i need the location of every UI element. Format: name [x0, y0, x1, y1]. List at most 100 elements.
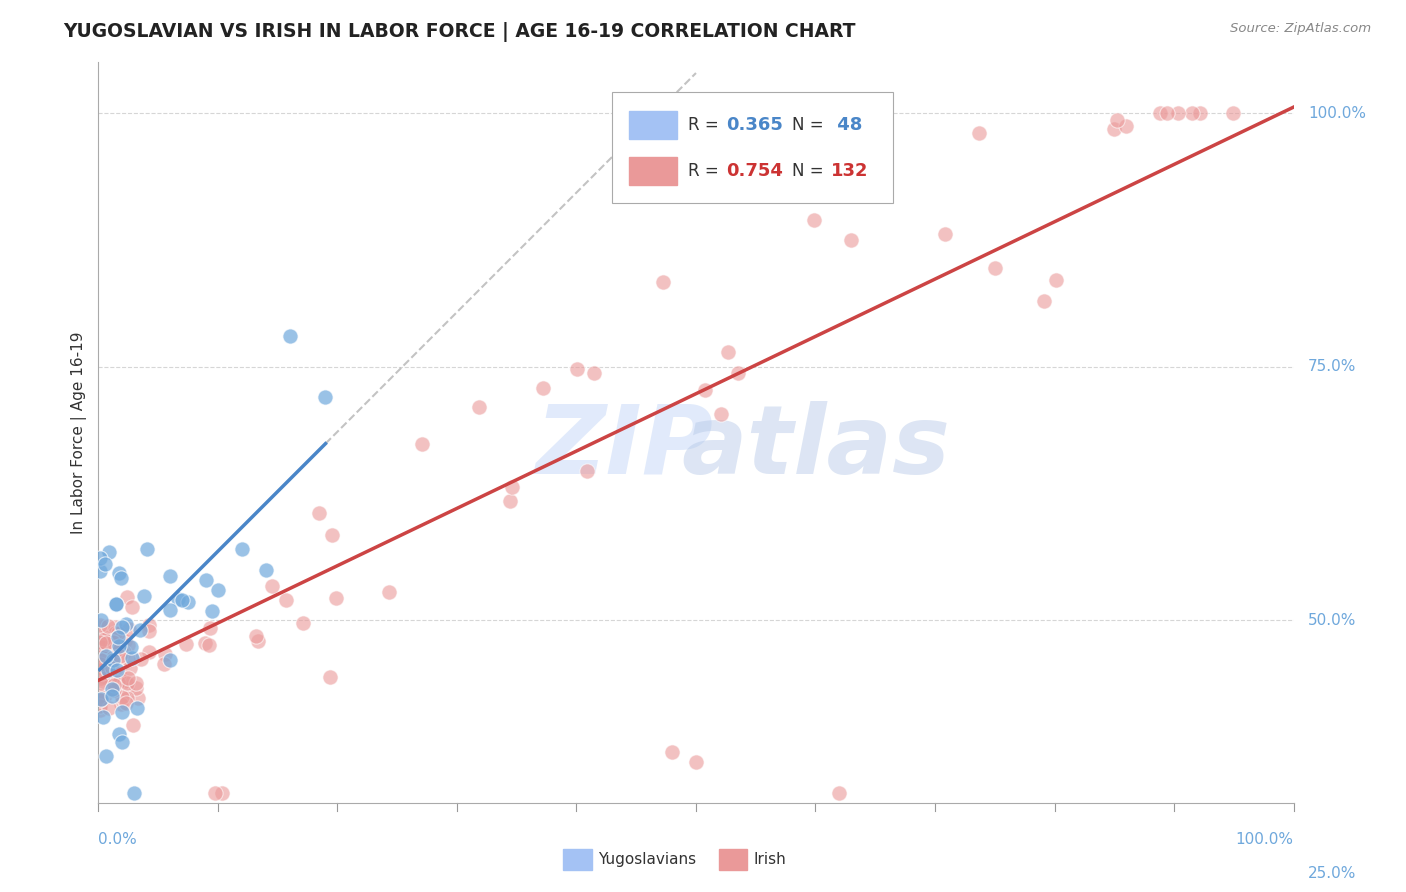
Point [96, 648, 118, 663]
Text: Irish: Irish [754, 853, 786, 867]
Point [117, 671, 139, 685]
Point [125, 701, 148, 715]
Point [97, 665, 120, 679]
Y-axis label: In Labor Force | Age 16-19: In Labor Force | Age 16-19 [72, 331, 87, 534]
Point [90, 692, 112, 706]
Point [94, 636, 117, 650]
Point [565, 362, 588, 376]
Point [97, 544, 120, 558]
Point [121, 600, 143, 615]
Point [967, 126, 990, 140]
Text: N =: N = [792, 162, 828, 180]
Point [94, 749, 117, 764]
Point [93, 632, 115, 647]
Point [115, 682, 138, 697]
FancyBboxPatch shape [718, 849, 748, 871]
Point [93, 669, 115, 683]
Point [315, 390, 337, 404]
Point [292, 615, 315, 630]
Point [100, 683, 122, 698]
Point [89, 703, 111, 717]
Point [98, 670, 121, 684]
Point [100, 660, 122, 674]
Point [107, 630, 129, 644]
Point [108, 649, 131, 664]
Point [499, 494, 522, 508]
Point [828, 786, 851, 800]
Point [378, 584, 401, 599]
Point [124, 786, 146, 800]
Point [197, 638, 219, 652]
Text: 0.365: 0.365 [725, 116, 783, 135]
Point [90, 664, 112, 678]
FancyBboxPatch shape [628, 157, 676, 186]
Point [201, 604, 224, 618]
Point [96, 668, 118, 682]
Point [110, 697, 132, 711]
Point [121, 650, 143, 665]
Point [105, 597, 128, 611]
Point [90, 641, 112, 656]
Point [108, 726, 131, 740]
Point [107, 641, 129, 656]
Point [89, 630, 111, 644]
Point [984, 260, 1007, 275]
Point [1181, 106, 1204, 120]
Point [325, 591, 347, 605]
Text: Source: ZipAtlas.com: Source: ZipAtlas.com [1230, 22, 1371, 36]
Point [128, 623, 150, 637]
FancyBboxPatch shape [628, 112, 676, 139]
Point [839, 233, 862, 247]
Point [89, 699, 111, 714]
Point [132, 590, 155, 604]
Point [274, 593, 297, 607]
Point [117, 590, 139, 604]
Point [101, 635, 124, 649]
Text: 50.0%: 50.0% [1308, 613, 1357, 628]
Text: 25.0%: 25.0% [1308, 866, 1357, 881]
Point [90, 671, 112, 685]
Point [94, 688, 117, 702]
Point [89, 564, 111, 578]
Point [118, 661, 141, 675]
Point [90, 613, 112, 627]
Point [204, 786, 226, 800]
Point [661, 745, 683, 759]
Text: ZIP: ZIP [536, 401, 713, 494]
Point [97, 701, 120, 715]
Point [120, 640, 142, 654]
Point [1107, 113, 1129, 128]
Point [159, 603, 181, 617]
Point [110, 642, 132, 657]
Point [115, 616, 138, 631]
Point [103, 682, 125, 697]
Point [125, 681, 148, 695]
Point [575, 464, 598, 478]
Point [90, 640, 112, 654]
Point [231, 542, 253, 557]
Point [211, 786, 233, 800]
Text: 100.0%: 100.0% [1308, 105, 1365, 120]
Point [278, 329, 301, 343]
Point [90, 675, 112, 690]
Point [693, 384, 716, 398]
Point [319, 670, 342, 684]
Text: N =: N = [792, 116, 828, 135]
Point [89, 634, 111, 648]
Point [97, 619, 120, 633]
Point [153, 657, 176, 672]
Point [89, 690, 111, 704]
Point [246, 634, 269, 648]
Point [685, 756, 707, 770]
Point [710, 407, 733, 421]
Point [167, 592, 190, 607]
Point [94, 557, 117, 571]
Point [411, 437, 433, 451]
Point [1222, 106, 1244, 120]
Point [1188, 106, 1211, 120]
Point [125, 676, 148, 690]
Point [103, 678, 125, 692]
Point [803, 213, 825, 227]
Point [308, 506, 330, 520]
Point [90, 691, 112, 706]
